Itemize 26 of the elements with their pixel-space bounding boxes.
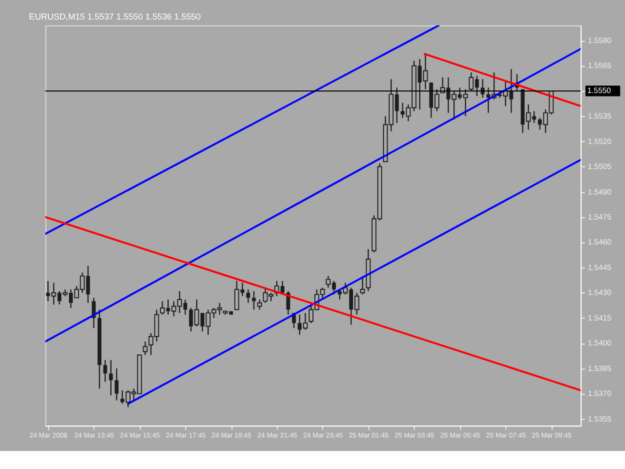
candlestick — [246, 288, 250, 304]
chart-title: EURUSD,M15 1.5537 1.5550 1.5536 1.5550 — [29, 12, 201, 22]
candlestick — [360, 275, 365, 296]
y-tick-label: 1.5415 — [588, 313, 612, 322]
y-tick-label: 1.5385 — [588, 364, 612, 373]
y-tick-label: 1.5355 — [588, 414, 612, 424]
candlestick — [257, 298, 262, 310]
y-tick-label: 1.5520 — [588, 136, 612, 146]
y-tick-label: 1.5565 — [588, 61, 612, 70]
y-tick-label: 1.5445 — [588, 262, 612, 272]
y-tick-label: 1.5490 — [588, 187, 612, 196]
y-tick-label: 1.5460 — [588, 238, 612, 247]
candlestick — [252, 290, 256, 310]
y-tick-label: 1.5400 — [588, 338, 612, 348]
y-tick-label: 1.5370 — [588, 389, 612, 398]
y-tick-label: 1.5430 — [588, 288, 612, 298]
y-tick-label: 1.5580 — [588, 36, 612, 45]
candlestick — [108, 359, 113, 396]
candlestick — [142, 340, 148, 356]
y-tick-label: 1.5535 — [588, 112, 612, 121]
y-tick-label: 1.5475 — [588, 212, 612, 222]
candlestick — [480, 78, 485, 98]
candlestick — [114, 368, 119, 401]
candlestick — [103, 359, 108, 382]
ref-line-label: 1.5550 — [587, 86, 611, 95]
y-tick-label: 1.5505 — [588, 162, 612, 172]
